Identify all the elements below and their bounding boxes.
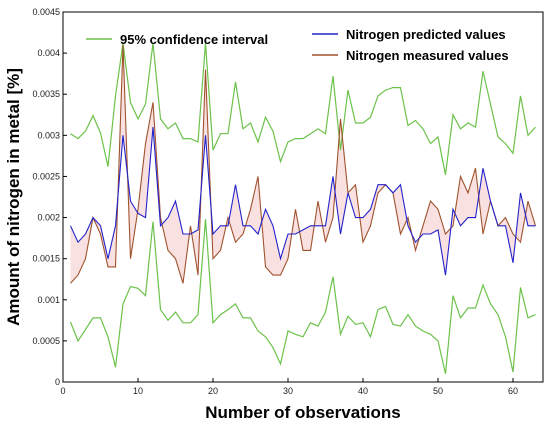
difference-shading xyxy=(70,44,536,284)
series-measured-line xyxy=(70,44,537,284)
x-axis-title: Number of observations xyxy=(205,403,401,422)
y-tick-label: 0.003 xyxy=(37,130,60,140)
y-tick-label: 0.0005 xyxy=(32,336,60,346)
y-tick-label: 0.0035 xyxy=(32,89,60,99)
y-tick-label: 0.001 xyxy=(37,295,60,305)
y-tick-label: 0 xyxy=(55,377,60,387)
y-tick-label: 0.0015 xyxy=(32,254,60,264)
x-tick-label: 20 xyxy=(208,386,218,396)
x-axis: 0 10 20 30 40 50 60 xyxy=(60,378,518,396)
y-tick-label: 0.0025 xyxy=(32,171,60,181)
series-confidence-lower-line xyxy=(69,219,536,374)
series-predicted-line xyxy=(69,127,536,276)
plot-frame xyxy=(62,11,544,383)
y-axis-title: Amount of nitrogen in metal [%] xyxy=(4,68,23,326)
x-tick-label: 60 xyxy=(508,386,518,396)
legend-label-predicted: Nitrogen predicted values xyxy=(346,27,506,42)
x-tick-label: 40 xyxy=(358,386,368,396)
y-tick-label: 0.002 xyxy=(37,213,60,223)
y-tick-label: 0.0045 xyxy=(32,7,60,17)
series-confidence-upper-line xyxy=(70,43,536,175)
legend-label-measured: Nitrogen measured values xyxy=(346,48,509,63)
x-tick-label: 50 xyxy=(433,386,443,396)
legend-label-confidence-interval: 95% confidence interval xyxy=(120,32,268,47)
x-tick-label: 10 xyxy=(133,386,143,396)
x-tick-label: 0 xyxy=(60,386,65,396)
series-layer xyxy=(69,43,537,374)
y-axis: 0 0.0005 0.001 0.0015 0.002 0.0025 0.003 0.0035… xyxy=(32,7,67,387)
confidence-band-fill-layer xyxy=(70,44,536,284)
y-tick-label: 0.004 xyxy=(37,48,60,58)
x-tick-label: 30 xyxy=(283,386,293,396)
legend: 95% confidence interval Nitrogen predict… xyxy=(86,27,509,63)
